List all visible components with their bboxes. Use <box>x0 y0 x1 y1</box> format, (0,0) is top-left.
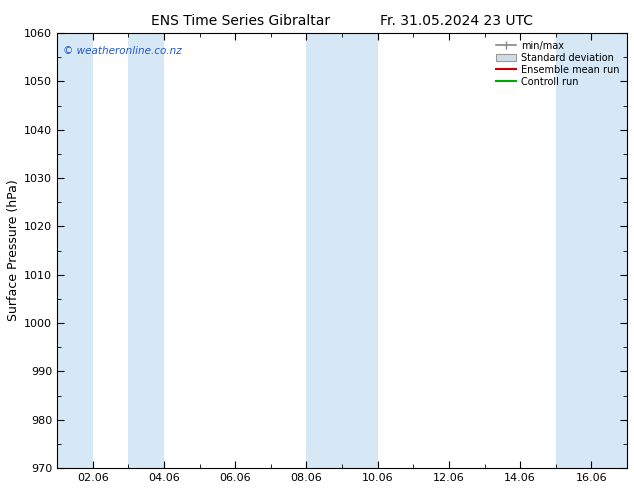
Text: ENS Time Series Gibraltar: ENS Time Series Gibraltar <box>152 14 330 28</box>
Bar <box>556 33 592 468</box>
Bar <box>592 33 627 468</box>
Legend: min/max, Standard deviation, Ensemble mean run, Controll run: min/max, Standard deviation, Ensemble me… <box>493 38 622 90</box>
Bar <box>57 33 93 468</box>
Bar <box>342 33 378 468</box>
Bar <box>306 33 342 468</box>
Y-axis label: Surface Pressure (hPa): Surface Pressure (hPa) <box>7 180 20 321</box>
Text: Fr. 31.05.2024 23 UTC: Fr. 31.05.2024 23 UTC <box>380 14 533 28</box>
Text: © weatheronline.co.nz: © weatheronline.co.nz <box>63 46 181 56</box>
Bar <box>128 33 164 468</box>
